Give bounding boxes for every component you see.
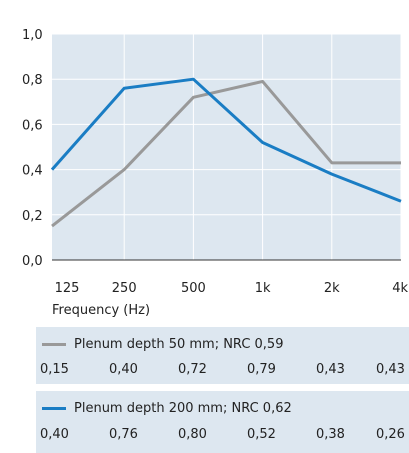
y-tick-label: 0,0: [22, 254, 43, 269]
legend-value: 0,38: [316, 427, 345, 442]
x-tick-label: 4k: [392, 281, 408, 296]
legend-label-200mm: Plenum depth 200 mm; NRC 0,62: [74, 401, 292, 416]
x-axis-title: Frequency (Hz): [52, 303, 150, 318]
legend-values-50mm: 0,15 0,40 0,72 0,79 0,43 0,43: [36, 362, 409, 380]
y-tick-label: 0,6: [22, 118, 43, 133]
legend-value: 0,72: [178, 362, 207, 377]
legend-value: 0,52: [247, 427, 276, 442]
legend-value: 0,79: [247, 362, 276, 377]
x-tick-label: 250: [112, 281, 137, 296]
legend-series-200mm: Plenum depth 200 mm; NRC 0,62 0,40 0,76 0,…: [36, 391, 409, 453]
y-tick-label: 0,4: [22, 164, 43, 179]
legend-value: 0,40: [109, 362, 138, 377]
legend-values-200mm: 0,40 0,76 0,80 0,52 0,38 0,26: [36, 427, 409, 445]
legend-value: 0,76: [109, 427, 138, 442]
y-tick-label: 0,2: [22, 209, 43, 224]
legend-series-50mm: Plenum depth 50 mm; NRC 0,59 0,15 0,40 0,7…: [36, 327, 409, 384]
x-tick-label: 1k: [255, 281, 271, 296]
legend-value: 0,43: [316, 362, 345, 377]
x-tick-labels: 125 250 500 1k 2k 4k: [55, 281, 409, 296]
x-tick-label: 500: [181, 281, 206, 296]
legend-label-50mm: Plenum depth 50 mm; NRC 0,59: [74, 337, 283, 352]
y-tick-label: 0,8: [22, 73, 43, 88]
plot-background: [52, 34, 401, 260]
y-tick-labels: 0,0 0,2 0,4 0,6 0,8 1,0: [22, 28, 43, 269]
legend-swatch-50mm: [42, 343, 66, 346]
legend-value: 0,80: [178, 427, 207, 442]
y-tick-label: 1,0: [22, 28, 43, 43]
legend-swatch-200mm: [42, 407, 66, 410]
legend-value: 0,26: [376, 427, 405, 442]
x-tick-label: 125: [55, 281, 80, 296]
x-tick-label: 2k: [324, 281, 340, 296]
legend-value: 0,40: [40, 427, 69, 442]
legend-value: 0,15: [40, 362, 69, 377]
legend-value: 0,43: [376, 362, 405, 377]
